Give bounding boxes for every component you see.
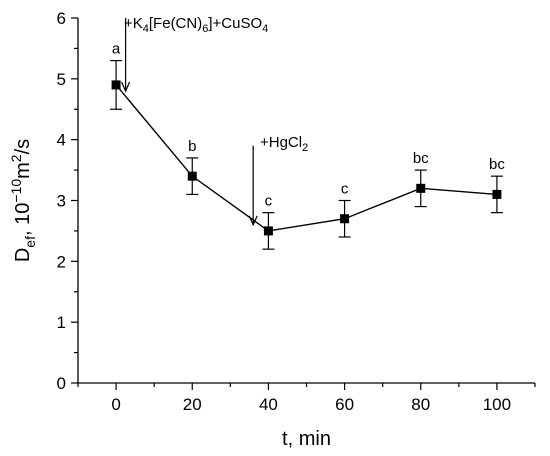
data-point	[111, 80, 121, 90]
y-tick-label: 5	[57, 70, 66, 89]
point-group-label: bc	[489, 156, 505, 173]
x-tick-label: 20	[183, 395, 202, 414]
y-axis-title: Def, 10−10m2/s	[8, 139, 38, 262]
y-tick-label: 3	[57, 192, 66, 211]
point-group-label: c	[341, 181, 349, 198]
data-point	[492, 189, 502, 199]
y-tick-label: 0	[57, 374, 66, 393]
x-tick-label: 100	[483, 395, 511, 414]
x-tick-label: 0	[111, 395, 120, 414]
point-group-label: c	[265, 193, 273, 210]
axes: 0 20 40 60 80 100 0 1 2 3 4 5 6	[57, 9, 536, 414]
series-line	[115, 84, 497, 232]
point-group-label: b	[188, 138, 196, 155]
point-group-label: bc	[413, 150, 429, 167]
y-tick-label: 4	[57, 131, 66, 150]
data-point	[340, 214, 350, 224]
x-tick-label: 60	[335, 395, 354, 414]
annotation-label: +K4[Fe(CN)6]+CuSO4	[124, 15, 268, 35]
x-tick-label: 40	[259, 395, 278, 414]
y-tick-label: 1	[57, 313, 66, 332]
annotation-arrow-head	[121, 81, 131, 93]
data-point	[263, 226, 273, 236]
y-tick-label: 6	[57, 9, 66, 28]
y-tick-label: 2	[57, 252, 66, 271]
x-tick-label: 80	[411, 395, 430, 414]
data-point	[416, 183, 426, 193]
annotations: +K4[Fe(CN)6]+CuSO4 +HgCl2	[121, 15, 308, 227]
annotation-label: +HgCl2	[260, 134, 308, 154]
x-axis-title: t, min	[282, 428, 331, 450]
point-group-label: a	[112, 41, 121, 58]
data-point	[187, 171, 197, 181]
annotation-arrow-head	[248, 215, 258, 227]
